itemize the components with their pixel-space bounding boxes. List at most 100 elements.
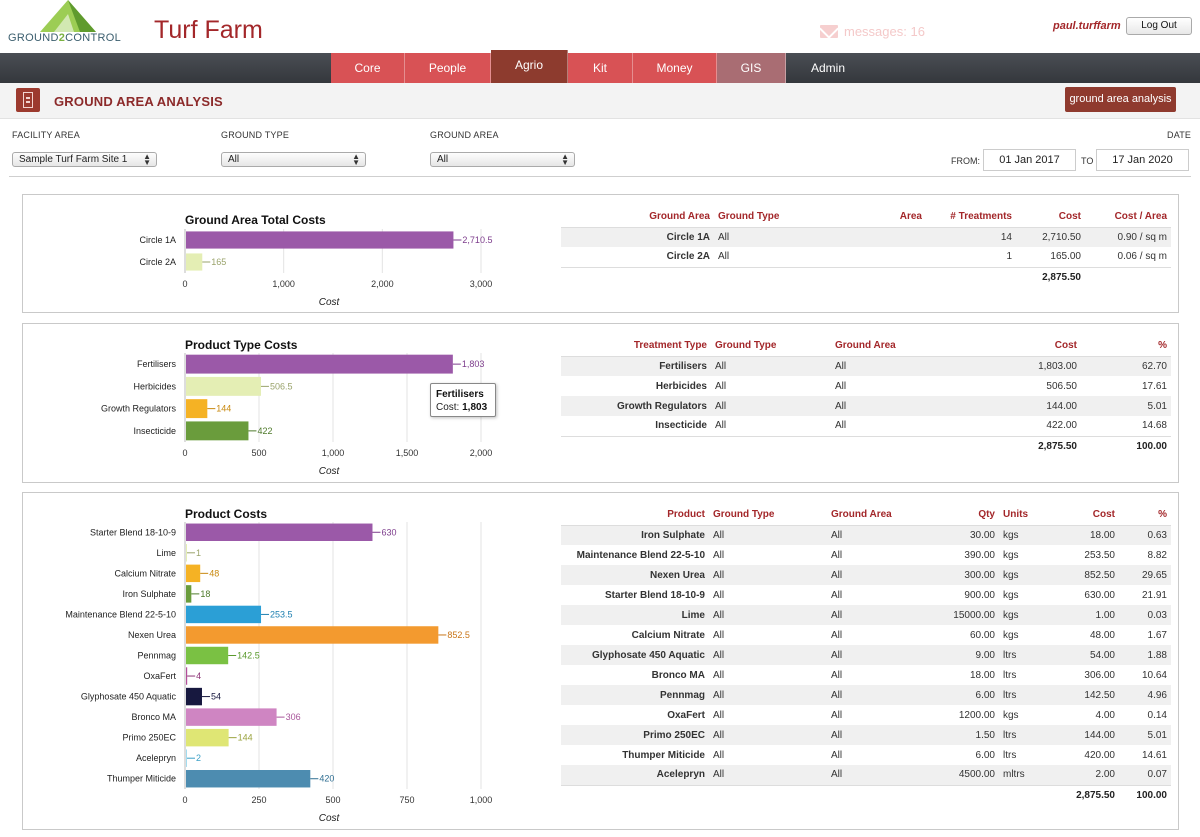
table-row[interactable]: OxaFert All All 1200.00 kgs 4.00 0.14 (561, 705, 1171, 725)
bar[interactable] (186, 564, 201, 583)
x-axis-title: Cost (319, 466, 341, 477)
facility-area-select[interactable]: Sample Turf Farm Site 1 ▲ ▼ (12, 152, 157, 167)
col-ground-type[interactable]: Ground Type (714, 207, 830, 228)
bar[interactable] (186, 708, 277, 726)
col-ground-area[interactable]: Ground Area (561, 207, 714, 228)
logout-button[interactable]: Log Out (1126, 17, 1192, 35)
ground2control-logo[interactable]: GROUND2CONTROL (8, 0, 123, 50)
table-row[interactable]: Acelepryn All All 4500.00 mltrs 2.00 0.07 (561, 765, 1171, 785)
cell-ground-type: All (715, 420, 727, 432)
table-row[interactable]: Pennmag All All 6.00 ltrs 142.50 4.96 (561, 685, 1171, 705)
messages-link[interactable]: messages: 16 (820, 24, 925, 39)
cell-units: kgs (999, 565, 1059, 585)
bar[interactable] (186, 770, 311, 788)
bar[interactable] (186, 421, 249, 441)
table-row[interactable]: Circle 2A All 1 165.00 0.06 / sq m (561, 247, 1171, 267)
cell-percent: 5.01 (1081, 396, 1171, 416)
cell-ground-type: All (713, 749, 725, 761)
cell-cost: 630.00 (1084, 589, 1115, 601)
from-date-input[interactable]: 01 Jan 2017 (983, 149, 1076, 171)
total-spacer (561, 435, 711, 456)
col-treatment-type[interactable]: Treatment Type (561, 336, 711, 357)
bar[interactable] (186, 585, 192, 603)
bar[interactable] (186, 646, 229, 665)
from-label: FROM: (951, 156, 980, 166)
cell-qty: 18.00 (969, 669, 995, 681)
table-row[interactable]: Iron Sulphate All All 30.00 kgs 18.00 0.63 (561, 525, 1171, 545)
table-row[interactable]: Circle 1A All 14 2,710.50 0.90 / sq m (561, 227, 1171, 247)
cell-units: kgs (999, 525, 1059, 545)
col-cost[interactable]: Cost (951, 336, 1081, 357)
col-ground-type[interactable]: Ground Type (709, 505, 827, 526)
x-axis-title: Cost (319, 813, 341, 824)
bar[interactable] (186, 231, 454, 249)
bar[interactable] (186, 749, 187, 767)
x-tick-label: 500 (325, 795, 340, 805)
col-product[interactable]: Product (561, 505, 709, 526)
table-row[interactable]: Calcium Nitrate All All 60.00 kgs 48.00 1.67 (561, 625, 1171, 645)
table-row[interactable]: Insecticide All All 422.00 14.68 (561, 416, 1171, 436)
col-cost-per-area[interactable]: Cost / Area (1085, 207, 1171, 228)
table-row[interactable]: Maintenance Blend 22-5-10 All All 390.00 kgs… (561, 545, 1171, 565)
nav-tab-people[interactable]: People (405, 53, 491, 83)
col-area[interactable]: Area (830, 207, 926, 228)
table-row[interactable]: Glyphosate 450 Aquatic All All 9.00 ltrs 54.0… (561, 645, 1171, 665)
to-date-input[interactable]: 17 Jan 2020 (1096, 149, 1189, 171)
logo-wordmark: GROUND2CONTROL (8, 32, 122, 44)
bar[interactable] (186, 376, 261, 396)
bar[interactable] (186, 687, 202, 706)
bar[interactable] (186, 253, 203, 271)
col-ground-type[interactable]: Ground Type (711, 336, 831, 357)
x-tick-label: 0 (182, 279, 187, 289)
bar[interactable] (186, 523, 373, 541)
col-qty[interactable]: Qty (915, 505, 999, 526)
col-units[interactable]: Units (999, 505, 1059, 526)
cell-cost: 142.50 (1059, 685, 1119, 705)
cell-treatment-type: Fertilisers (561, 356, 711, 376)
nav-tab-gis[interactable]: GIS (717, 53, 786, 83)
nav-tab-admin[interactable]: Admin (810, 61, 845, 75)
table-row[interactable]: Fertilisers All All 1,803.00 62.70 (561, 356, 1171, 376)
bar[interactable] (186, 728, 229, 747)
nav-tab-kit[interactable]: Kit (568, 53, 633, 83)
bar[interactable] (186, 626, 439, 644)
col-treatments[interactable]: # Treatments (926, 207, 1016, 228)
table-row[interactable]: Herbicides All All 506.50 17.61 (561, 376, 1171, 396)
bar[interactable] (186, 399, 208, 419)
nav-tab-core[interactable]: Core (331, 53, 405, 83)
cell-ground-area: All (831, 356, 951, 376)
table-row[interactable]: Thumper Miticide All All 6.00 ltrs 420.00 14.6… (561, 745, 1171, 765)
cell-cost: 2,710.50 (1016, 227, 1085, 247)
col-cost[interactable]: Cost (1059, 505, 1119, 526)
cell-qty: 300.00 (915, 565, 999, 585)
cell-product: Thumper Miticide (622, 749, 705, 761)
table-row[interactable]: Growth Regulators All All 144.00 5.01 (561, 396, 1171, 416)
col-percent[interactable]: % (1119, 505, 1171, 526)
ground-type-select[interactable]: All ▲ ▼ (221, 152, 366, 167)
col-percent[interactable]: % (1081, 336, 1171, 357)
tooltip-value-line: Cost: 1,803 (436, 402, 488, 413)
table-row[interactable]: Nexen Urea All All 300.00 kgs 852.50 29.65 (561, 565, 1171, 585)
facility-area-value: Sample Turf Farm Site 1 (19, 154, 128, 165)
col-ground-area[interactable]: Ground Area (831, 336, 951, 357)
cell-ground-area: All (831, 749, 843, 761)
cell-qty: 30.00 (915, 525, 999, 545)
col-cost[interactable]: Cost (1016, 207, 1085, 228)
table-row[interactable]: Lime All All 15000.00 kgs 1.00 0.03 (561, 605, 1171, 625)
bar[interactable] (186, 667, 188, 685)
nav-tab-money[interactable]: Money (633, 53, 717, 83)
x-tick-label: 2,000 (470, 448, 493, 458)
data-label: 1,803 (462, 359, 485, 369)
nav-tab-agrio[interactable]: Agrio (491, 50, 568, 83)
to-label: TO (1081, 156, 1094, 166)
bar[interactable] (186, 544, 187, 562)
table-row[interactable]: Bronco MA All All 18.00 ltrs 306.00 10.64 (561, 665, 1171, 685)
y-category-label: Bronco MA (131, 712, 176, 722)
table-row[interactable]: Starter Blend 18-10-9 All All 900.00 kgs 630.… (561, 585, 1171, 605)
bar[interactable] (186, 354, 453, 374)
table-row[interactable]: Primo 250EC All All 1.50 ltrs 144.00 5.01 (561, 725, 1171, 745)
ground-area-select[interactable]: All ▲ ▼ (430, 152, 575, 167)
col-ground-area[interactable]: Ground Area (827, 505, 915, 526)
bar[interactable] (186, 605, 262, 624)
ground-area-analysis-button[interactable]: ground area analysis (1065, 87, 1176, 112)
